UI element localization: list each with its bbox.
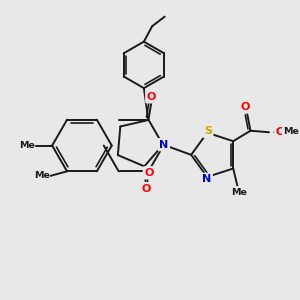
Text: Me: Me — [34, 171, 50, 180]
Text: N: N — [159, 140, 168, 150]
Text: N: N — [202, 174, 211, 184]
Text: O: O — [147, 92, 156, 102]
Text: S: S — [204, 126, 212, 136]
Text: Me: Me — [231, 188, 247, 197]
Text: Me: Me — [20, 141, 35, 150]
Text: O: O — [276, 127, 285, 137]
Text: O: O — [144, 168, 154, 178]
Text: O: O — [241, 102, 250, 112]
Text: O: O — [142, 184, 151, 194]
Text: Me: Me — [284, 128, 299, 136]
